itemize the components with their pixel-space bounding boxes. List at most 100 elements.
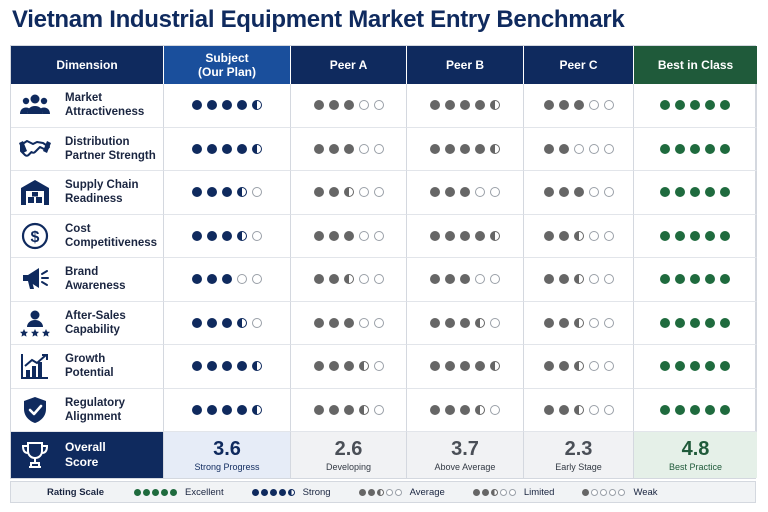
rating-dot-empty [237, 274, 247, 285]
rating-cell-peer-a [291, 84, 407, 128]
rating-dot-full [313, 317, 324, 328]
rating-dot-half [252, 100, 262, 111]
rating-cell-subject [164, 301, 291, 345]
rating-dot-full [192, 187, 202, 198]
dimension-cell: Distribution Partner Strength [11, 127, 164, 171]
rating-dot-full [660, 317, 670, 328]
rating-dot-full [207, 100, 217, 111]
rating-dot-empty [358, 143, 369, 154]
rating-dot-empty [490, 404, 500, 415]
rating-dot-full [134, 488, 142, 496]
rating-dots [430, 143, 500, 154]
rating-dot-empty [358, 100, 369, 111]
rating-dot-full [558, 361, 569, 372]
rating-dot-half [252, 361, 262, 372]
rating-dot-full [475, 143, 485, 154]
rating-dot-full [192, 361, 202, 372]
rating-dots [430, 317, 500, 328]
rating-dot-full [313, 143, 324, 154]
dimension-cell: Supply Chain Readiness [11, 171, 164, 215]
rating-dot-empty [490, 317, 500, 328]
rating-cell-best-in-class [634, 127, 757, 171]
dimension-cell: Brand Awareness [11, 258, 164, 302]
rating-cell-peer-c [524, 258, 634, 302]
rating-dot-full [460, 230, 470, 241]
overall-score-description: Best Practice [668, 461, 723, 472]
legend-item: Excellent [134, 487, 224, 498]
rating-dot-full [720, 404, 730, 415]
rating-dot-full [720, 187, 730, 198]
rating-cell-peer-b [407, 127, 524, 171]
rating-dot-empty [252, 317, 262, 328]
rating-dot-empty [358, 274, 369, 285]
header-peer-a: Peer A [291, 46, 407, 84]
rating-cell-best-in-class [634, 301, 757, 345]
rating-dot-half [237, 187, 247, 198]
rating-dot-full [430, 187, 440, 198]
rating-dots [192, 317, 262, 328]
rating-dot-full [313, 404, 324, 415]
dimension-cell: Market Attractiveness [11, 84, 164, 128]
rating-dots [543, 230, 614, 241]
rating-dots [543, 143, 614, 154]
dimension-cell: $ Cost Competitiveness [11, 214, 164, 258]
rating-dot-full [143, 488, 151, 496]
legend-dots [358, 488, 402, 496]
rating-dot-full [690, 361, 700, 372]
trophy-icon [19, 439, 51, 471]
rating-dot-full [328, 274, 339, 285]
dimension-label: Regulatory Alignment [65, 396, 126, 423]
rating-cell-peer-c [524, 127, 634, 171]
rating-cell-best-in-class [634, 258, 757, 302]
header-subject: Subject (Our Plan) [164, 46, 291, 84]
rating-cell-subject [164, 388, 291, 432]
rating-dot-full [430, 274, 440, 285]
person-stars-icon [19, 309, 51, 337]
rating-dot-full [170, 488, 178, 496]
rating-dot-full [222, 274, 232, 285]
rating-dot-half [358, 404, 369, 415]
rating-cell-peer-a [291, 214, 407, 258]
rating-dot-full [675, 274, 685, 285]
rating-dot-full [705, 317, 715, 328]
rating-dot-full [460, 100, 470, 111]
warehouse-icon [19, 178, 51, 206]
rating-dot-half [573, 361, 584, 372]
rating-dots [430, 230, 500, 241]
rating-dots [192, 274, 262, 285]
rating-dot-full [558, 187, 569, 198]
rating-dot-half [358, 361, 369, 372]
rating-dot-full [705, 361, 715, 372]
people-group-icon [19, 91, 51, 119]
legend-label: Limited [523, 486, 555, 498]
rating-dot-full [269, 488, 277, 496]
rating-cell-peer-a [291, 388, 407, 432]
rating-cell-best-in-class [634, 388, 757, 432]
legend-label: Weak [633, 486, 658, 498]
rating-dot-empty [588, 274, 599, 285]
rating-dot-full [558, 100, 569, 111]
rating-dot-empty [603, 404, 614, 415]
rating-dot-empty [252, 274, 262, 285]
rating-dot-half [475, 317, 485, 328]
growth-chart-icon [19, 352, 51, 380]
rating-dot-full [690, 404, 700, 415]
rating-dot-full [278, 488, 286, 496]
page-title: Vietnam Industrial Equipment Market Entr… [12, 6, 625, 33]
rating-cell-subject [164, 171, 291, 215]
overall-score-description: Strong Progress [194, 461, 260, 472]
rating-dot-empty [499, 488, 507, 496]
rating-dots [192, 404, 262, 415]
rating-dots [430, 187, 500, 198]
rating-dots [313, 187, 384, 198]
rating-dot-full [460, 317, 470, 328]
rating-dot-full [475, 100, 485, 111]
rating-cell-peer-c [524, 84, 634, 128]
rating-dot-empty [394, 488, 402, 496]
rating-dot-full [192, 404, 202, 415]
rating-dot-full [558, 404, 569, 415]
rating-cell-best-in-class [634, 84, 757, 128]
rating-cell-peer-b [407, 171, 524, 215]
rating-dot-empty [588, 317, 599, 328]
rating-dot-empty [252, 230, 262, 241]
